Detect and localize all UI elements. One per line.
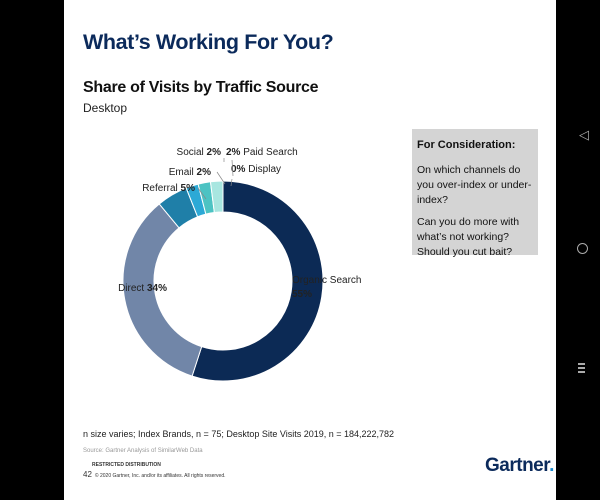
label-paid-search: 2% Paid Search [226, 147, 298, 158]
value-label-email: 2% [197, 167, 212, 178]
category-label-email: Email [169, 167, 197, 178]
chart-title: Share of Visits by Traffic Source [83, 79, 319, 96]
slice-organic-search [191, 180, 324, 382]
value-label-referral: 5% [181, 183, 196, 194]
footnote: n size varies; Index Brands, n = 75; Des… [83, 429, 395, 439]
value-label-display: 0% [231, 164, 246, 175]
slide-title: What’s Working For You? [83, 30, 334, 54]
category-label-organic-search: Organic Search [292, 275, 361, 286]
consideration-heading: For Consideration: [417, 139, 516, 151]
restricted-label: RESTRICTED DISTRIBUTION [92, 462, 161, 468]
source-note: Source: Gartner Analysis of SimilarWeb D… [83, 448, 203, 454]
value-label-social: 2% [207, 147, 222, 158]
label-organic-search: Organic Search 55% [292, 275, 361, 300]
footer-line: 42 © 2020 Gartner, Inc. and/or its affili… [83, 470, 226, 479]
donut-chart: Organic Search 55% Direct 34% Referral 5% Em… [118, 147, 361, 382]
category-label-direct: Direct [118, 283, 147, 294]
back-nav-icon[interactable]: ◁ [579, 127, 589, 142]
leader-line-1 [230, 178, 233, 187]
logo-text: Gartner [485, 455, 550, 476]
category-label-paid-search: Paid Search [240, 147, 297, 158]
consideration-question-1: On which channels do you over-index or u… [417, 164, 532, 206]
slide: What’s Working For You? Share of Visits … [64, 0, 556, 500]
copyright: © 2020 Gartner, Inc. and/or its affiliat… [94, 473, 226, 479]
value-label-organic-search: 55% [292, 289, 312, 300]
value-label-paid-search: 2% [226, 147, 241, 158]
label-direct: Direct 34% [118, 283, 167, 294]
recents-nav-icon[interactable] [578, 363, 592, 377]
leader-line-0 [231, 159, 234, 177]
label-display: 0% Display [231, 164, 281, 175]
category-label-display: Display [245, 164, 281, 175]
label-email: Email 2% [169, 167, 211, 178]
label-social: Social 2% [177, 147, 222, 158]
category-label-social: Social [177, 147, 207, 158]
home-nav-icon[interactable] [577, 243, 588, 254]
consideration-question-2: Can you do more with what’s not working?… [417, 216, 520, 258]
chart-subtitle: Desktop [83, 101, 128, 115]
label-referral: Referral 5% [142, 183, 195, 194]
leader-line-2 [216, 171, 226, 185]
leader-line-3 [197, 187, 207, 200]
slice-paid-search [209, 180, 224, 214]
value-label-direct: 34% [147, 283, 167, 294]
gartner-logo: Gartner. [485, 455, 554, 477]
consideration-box: For Consideration: On which channels do … [412, 129, 538, 258]
page-number: 42 [83, 470, 92, 479]
category-label-referral: Referral [142, 183, 180, 194]
logo-dot: . [549, 455, 554, 476]
